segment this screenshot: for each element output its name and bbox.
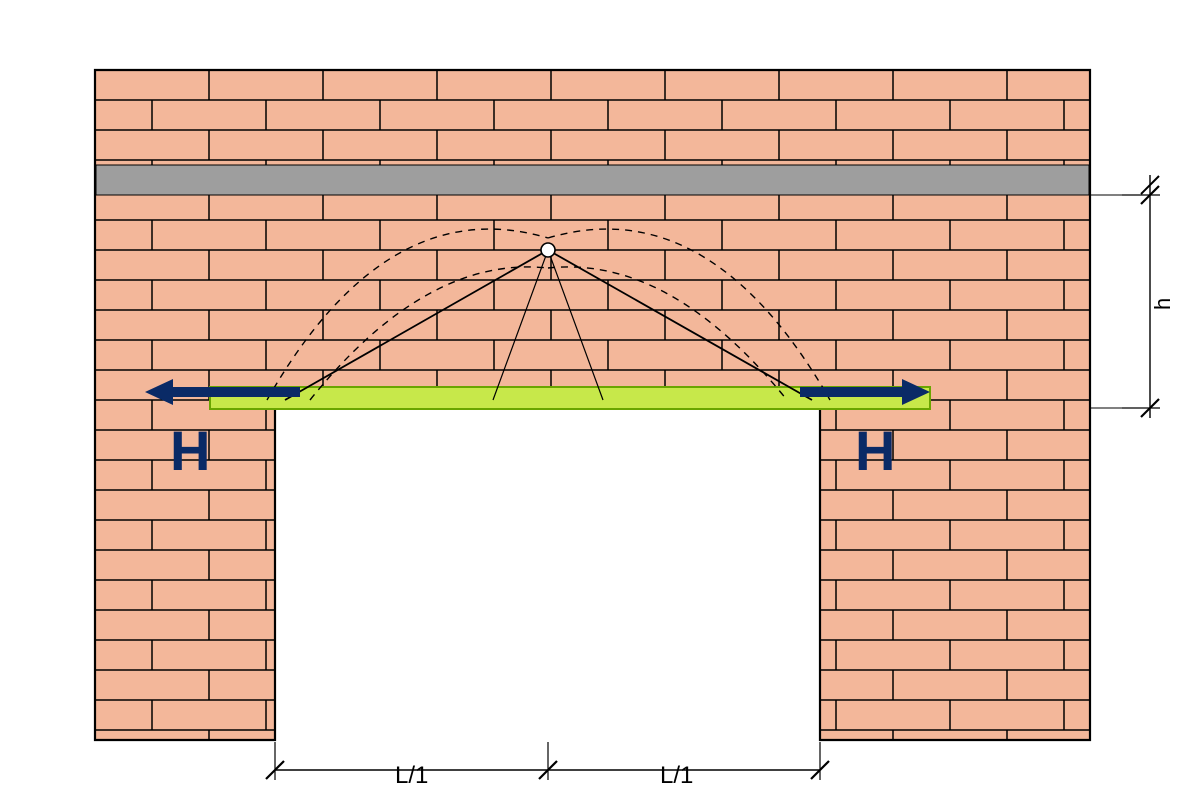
diagram-svg: H H L/1 L/1 h — [0, 0, 1200, 804]
gray-band — [96, 165, 1089, 195]
h: h — [1150, 298, 1175, 310]
dim-right — [1090, 175, 1160, 418]
H-right: H — [855, 419, 895, 482]
H-left: H — [170, 419, 210, 482]
L-right: L/1 — [660, 762, 693, 789]
apex-hinge-icon — [541, 243, 555, 257]
L-left: L/1 — [395, 762, 428, 789]
dim-bottom — [266, 742, 829, 780]
